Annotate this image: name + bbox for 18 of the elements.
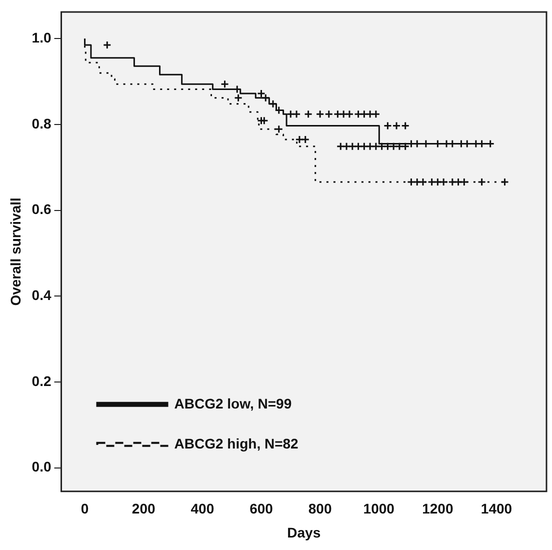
x-tick-label: 600 bbox=[250, 500, 274, 517]
x-tick-label: 1200 bbox=[422, 500, 454, 517]
x-tick-label: 800 bbox=[308, 500, 332, 517]
legend-label: ABCG2 high, N=82 bbox=[174, 435, 299, 452]
y-axis-title: Overall survivall bbox=[7, 198, 24, 306]
legend-label: ABCG2 low, N=99 bbox=[174, 395, 292, 412]
x-tick-label: 200 bbox=[132, 500, 156, 517]
y-tick-label: 0.4 bbox=[32, 286, 52, 303]
x-tick-label: 1000 bbox=[363, 500, 395, 517]
y-tick-label: 0.0 bbox=[32, 458, 52, 475]
y-tick-label: 0.2 bbox=[32, 372, 52, 389]
x-tick-label: 0 bbox=[80, 500, 89, 517]
x-axis-title: Days bbox=[287, 524, 321, 540]
y-tick-label: 0.6 bbox=[32, 201, 52, 218]
x-tick-label: 400 bbox=[190, 500, 214, 517]
y-tick-label: 0.8 bbox=[32, 115, 52, 132]
x-tick-label: 1400 bbox=[480, 500, 512, 517]
y-tick-label: 1.0 bbox=[32, 29, 52, 46]
